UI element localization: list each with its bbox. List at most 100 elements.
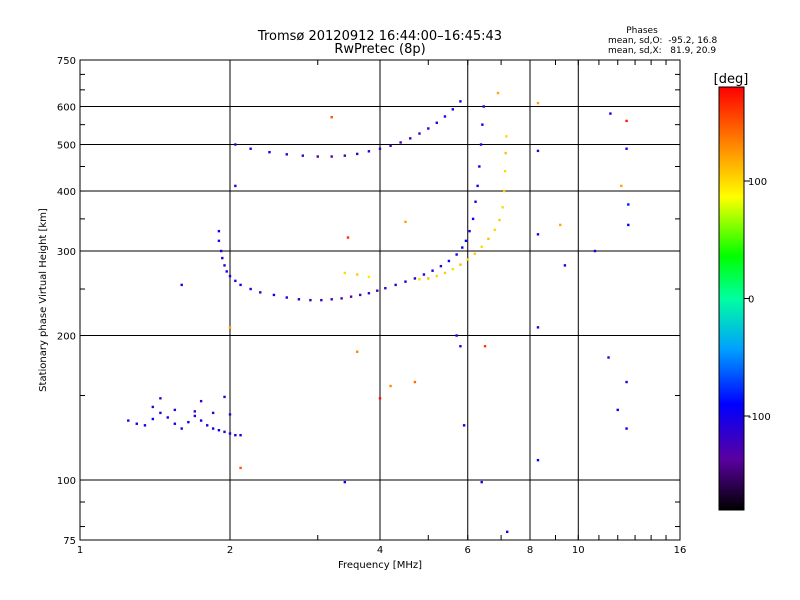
data-point: [346, 236, 350, 239]
data-point: [627, 223, 630, 227]
data-point: [205, 424, 209, 427]
x-tick-label: 16: [674, 545, 687, 556]
data-point: [625, 427, 628, 430]
x-axis-label: Frequency [MHz]: [338, 560, 422, 571]
data-point: [473, 252, 477, 256]
data-point: [166, 416, 169, 419]
data-point: [496, 91, 500, 95]
data-point: [193, 414, 197, 418]
x-tick-label: 8: [527, 545, 533, 556]
data-point: [301, 154, 305, 157]
x-axis: 1 2 4 6 8 10 16: [77, 545, 687, 556]
data-point: [180, 427, 183, 430]
data-point: [620, 184, 623, 188]
data-point: [259, 291, 262, 294]
data-point: [607, 356, 610, 359]
data-point: [159, 411, 162, 415]
y-tick-label: 200: [57, 332, 76, 343]
data-point: [367, 150, 371, 153]
data-point: [187, 420, 190, 424]
colorbar-tick-label: -100: [748, 412, 771, 423]
data-point: [223, 264, 226, 267]
data-point: [593, 249, 597, 253]
data-point: [471, 217, 475, 221]
data-point: [625, 380, 628, 384]
y-tick-label: 300: [57, 247, 76, 258]
data-point: [316, 155, 319, 158]
data-point: [211, 427, 215, 430]
data-point: [217, 239, 221, 243]
data-point: [435, 121, 438, 124]
data-point: [180, 283, 183, 287]
data-point: [431, 269, 434, 272]
data-point: [239, 466, 242, 470]
data-point: [451, 267, 455, 271]
data-point: [466, 258, 469, 261]
data-point: [468, 229, 471, 233]
data-point: [355, 350, 359, 353]
data-point: [330, 116, 333, 119]
data-point: [462, 424, 466, 427]
data-point: [487, 237, 490, 241]
data-point: [228, 432, 232, 435]
data-point: [536, 101, 540, 105]
data-point: [228, 274, 232, 278]
data-point: [340, 297, 343, 300]
data-point: [249, 287, 252, 291]
y-axis-label: Stationary phase Virtual Height [km]: [38, 208, 49, 392]
x-tick-label: 1: [77, 545, 83, 556]
data-point: [378, 147, 382, 150]
stats-heading: Phases: [626, 26, 658, 36]
data-point: [223, 395, 226, 399]
data-point: [418, 278, 421, 281]
data-point: [422, 273, 426, 276]
data-point: [503, 169, 507, 173]
data-point: [536, 326, 540, 329]
colorbar-tick-label: 100: [748, 177, 767, 188]
data-point: [173, 408, 177, 412]
data-point: [225, 270, 228, 273]
data-point: [413, 380, 417, 384]
data-point: [367, 275, 371, 279]
data-point: [234, 433, 237, 437]
data-point: [625, 119, 628, 123]
grid-lines: [79, 60, 681, 540]
chart-title: Tromsø 20120912 16:44:00–16:45:43: [257, 29, 502, 44]
data-point: [439, 264, 443, 268]
data-point: [330, 155, 333, 158]
data-point: [343, 271, 347, 275]
y-tick-label: 500: [57, 141, 76, 152]
data-point: [536, 149, 540, 153]
data-point: [378, 397, 382, 400]
data-point: [480, 245, 483, 249]
data-point: [451, 108, 455, 111]
data-point: [479, 143, 483, 146]
stats-o-mode: mean, sd,O: -95.2, 16.8: [608, 36, 718, 46]
data-point: [285, 153, 288, 156]
data-point: [609, 112, 612, 115]
data-point: [404, 280, 407, 283]
data-point: [474, 200, 477, 203]
data-point: [199, 399, 203, 403]
data-point: [239, 433, 242, 437]
data-point: [459, 345, 462, 348]
colorbar-tick-label: 0: [748, 295, 754, 306]
chart-subtitle: RwPretec (8p): [334, 42, 425, 57]
data-point: [480, 480, 483, 484]
data-point: [505, 530, 509, 534]
data-point: [193, 410, 197, 413]
x-tick-label: 4: [377, 545, 383, 556]
data-point: [505, 135, 508, 138]
data-point: [616, 408, 619, 412]
data-point: [358, 293, 362, 297]
data-point: [443, 115, 447, 118]
data-point: [536, 458, 540, 462]
data-point: [343, 154, 347, 157]
data-point: [151, 417, 155, 421]
data-point: [217, 229, 221, 233]
x-tick-label: 2: [227, 545, 233, 556]
data-point: [320, 298, 323, 302]
data-point: [211, 411, 215, 415]
data-point: [239, 283, 242, 287]
data-point: [447, 259, 451, 263]
